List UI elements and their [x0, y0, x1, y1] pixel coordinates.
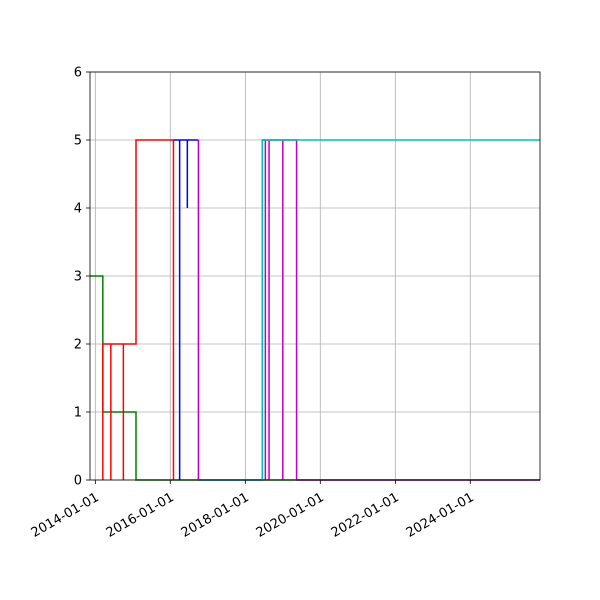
- y-tick-label: 3: [74, 270, 82, 285]
- y-tick-label: 6: [74, 66, 82, 81]
- grid: [90, 71, 540, 481]
- y-tick-label: 5: [74, 134, 82, 149]
- y-tick-label: 0: [74, 474, 82, 489]
- series-line-2: [102, 139, 175, 480]
- y-tick-label: 1: [74, 406, 82, 421]
- series-line-3: [173, 139, 199, 480]
- y-tick-label: 2: [74, 338, 82, 353]
- y-tick-label: 4: [74, 202, 82, 217]
